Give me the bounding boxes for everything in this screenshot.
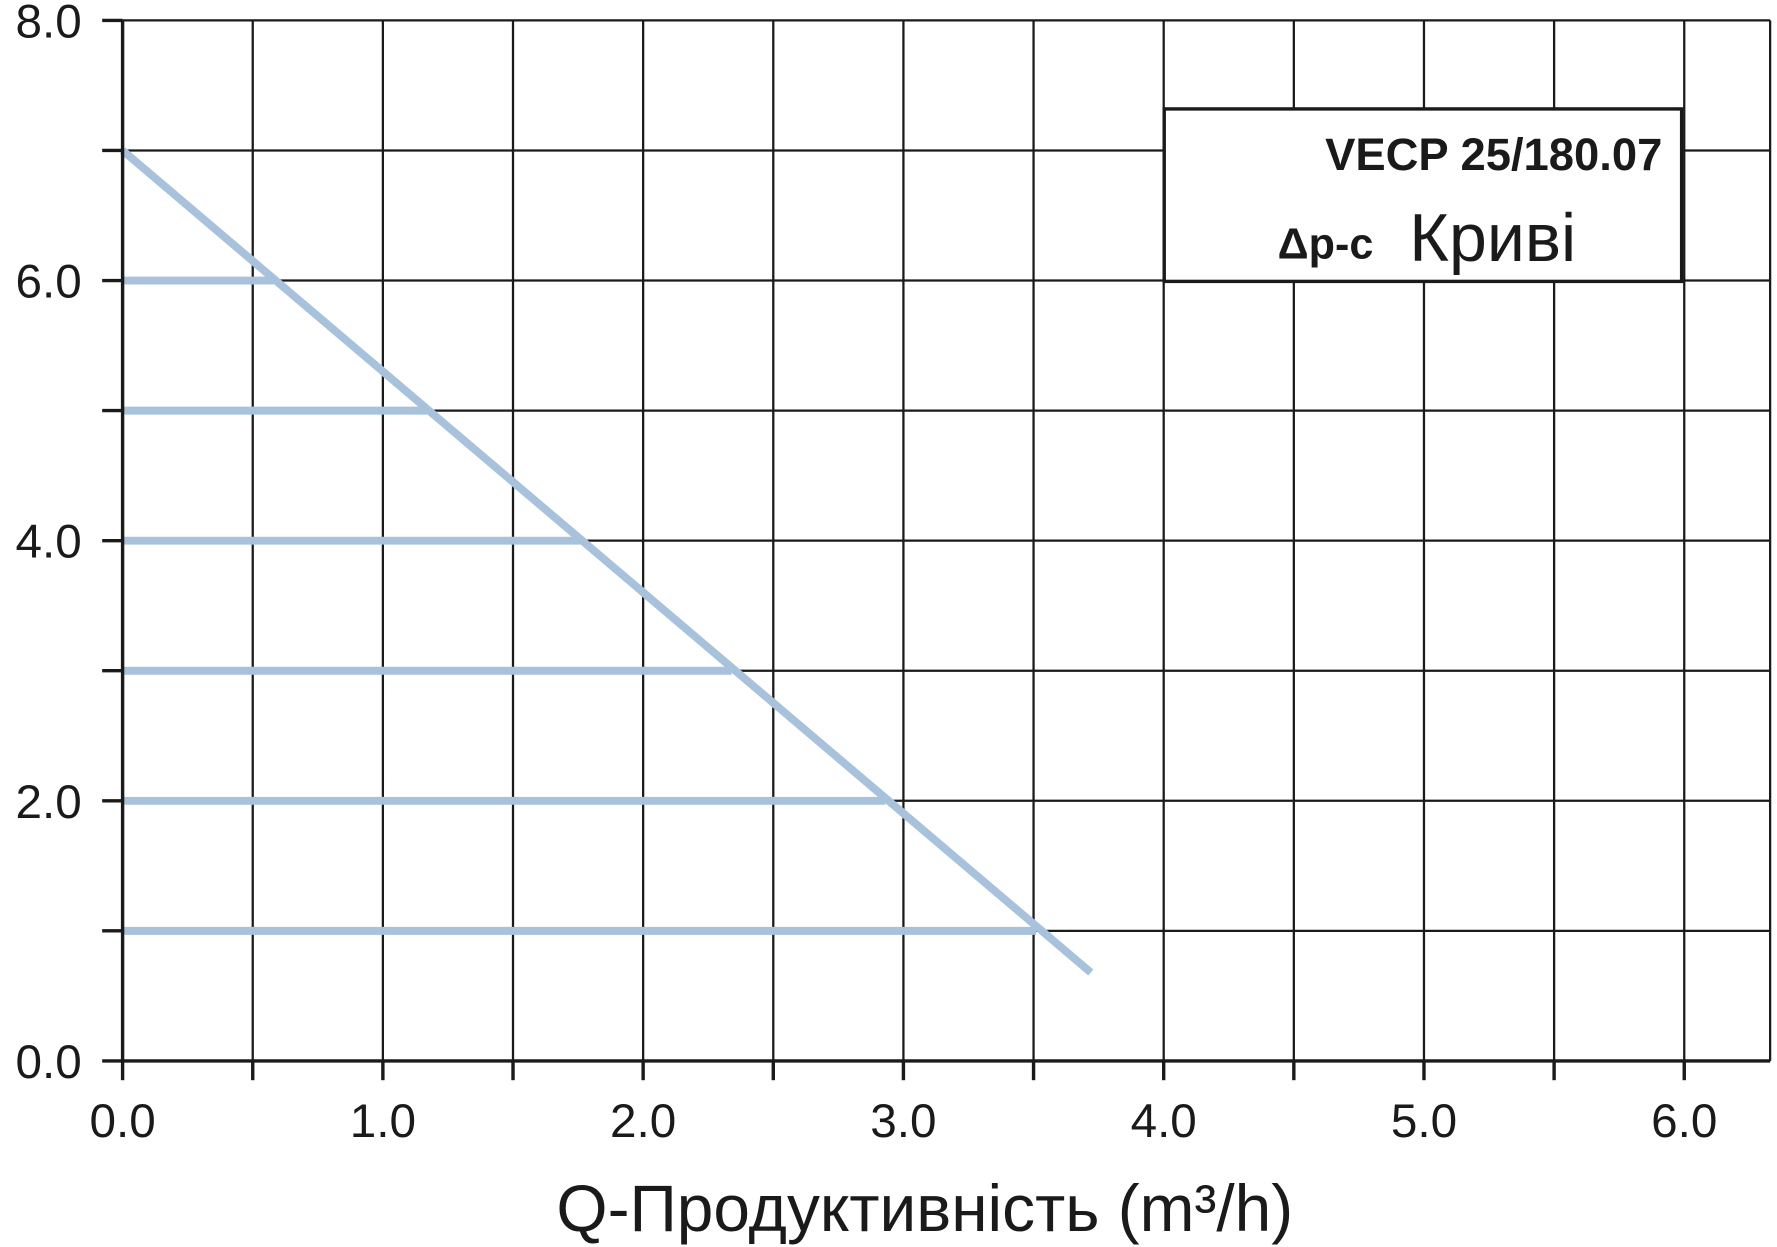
x-tick-label: 6.0: [1651, 1095, 1717, 1148]
y-tick-label: 4.0: [16, 516, 82, 569]
curve: [120, 147, 1094, 976]
annotation-model: VECP 25/180.07: [1325, 129, 1662, 180]
annotation-mode: Δp-c: [1278, 221, 1374, 269]
x-tick-label: 0.0: [89, 1095, 155, 1148]
y-tick-label: 8.0: [16, 0, 82, 48]
y-tick-label: 0.0: [16, 1036, 82, 1089]
y-tick-label: 6.0: [16, 256, 82, 309]
x-tick-label: 4.0: [1131, 1095, 1197, 1148]
annotation-curves: Криві: [1409, 200, 1576, 276]
x-tick-label: 1.0: [350, 1095, 416, 1148]
y-tick-label: 2.0: [16, 776, 82, 829]
x-tick-label: 3.0: [870, 1095, 936, 1148]
x-tick-label: 5.0: [1391, 1095, 1457, 1148]
annotation-box: [1162, 107, 1684, 284]
axes: 0.0 1.0 2.0 3.0 4.0 5.0 6.0 0.0 2.0 4.0 6.0 8.0: [16, 0, 1772, 1148]
x-axis-label: Q-Продуктивність (m³/h): [556, 1171, 1293, 1245]
x-tick-label: 2.0: [610, 1095, 676, 1148]
series-group: [120, 147, 1094, 976]
